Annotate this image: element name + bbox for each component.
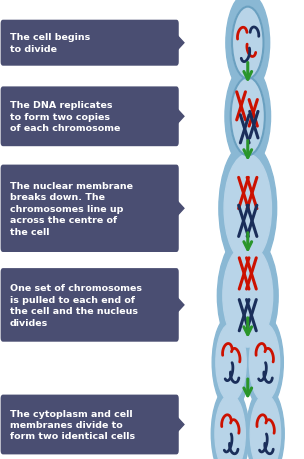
Ellipse shape	[215, 395, 245, 459]
Ellipse shape	[246, 315, 283, 410]
Polygon shape	[176, 109, 184, 125]
Ellipse shape	[226, 0, 270, 94]
Ellipse shape	[216, 324, 246, 402]
Ellipse shape	[212, 315, 250, 410]
Text: One set of chromosomes
is pulled to each end of
the cell and the nucleus
divides: One set of chromosomes is pulled to each…	[10, 284, 142, 327]
Polygon shape	[176, 201, 184, 217]
FancyBboxPatch shape	[1, 165, 179, 252]
Ellipse shape	[211, 386, 249, 459]
Polygon shape	[176, 35, 184, 52]
Polygon shape	[176, 416, 184, 433]
FancyBboxPatch shape	[1, 269, 179, 342]
Text: The DNA replicates
to form two copies
of each chromosome: The DNA replicates to form two copies of…	[10, 101, 120, 133]
Ellipse shape	[224, 155, 271, 263]
Ellipse shape	[232, 8, 264, 79]
Ellipse shape	[247, 386, 284, 459]
Ellipse shape	[225, 65, 271, 169]
FancyBboxPatch shape	[1, 395, 179, 454]
FancyBboxPatch shape	[1, 87, 179, 147]
Polygon shape	[176, 297, 184, 313]
Text: The nuclear membrane
breaks down. The
chromosomes line up
across the centre of
t: The nuclear membrane breaks down. The ch…	[10, 181, 133, 236]
Ellipse shape	[249, 324, 280, 402]
Text: The cytoplasm and cell
membranes divide to
form two identical cells: The cytoplasm and cell membranes divide …	[10, 409, 135, 441]
Ellipse shape	[219, 143, 277, 275]
Ellipse shape	[250, 395, 281, 459]
Ellipse shape	[217, 234, 278, 358]
Ellipse shape	[223, 245, 273, 347]
Text: The cell begins
to divide: The cell begins to divide	[10, 34, 90, 54]
FancyBboxPatch shape	[1, 21, 179, 67]
Ellipse shape	[231, 78, 265, 156]
